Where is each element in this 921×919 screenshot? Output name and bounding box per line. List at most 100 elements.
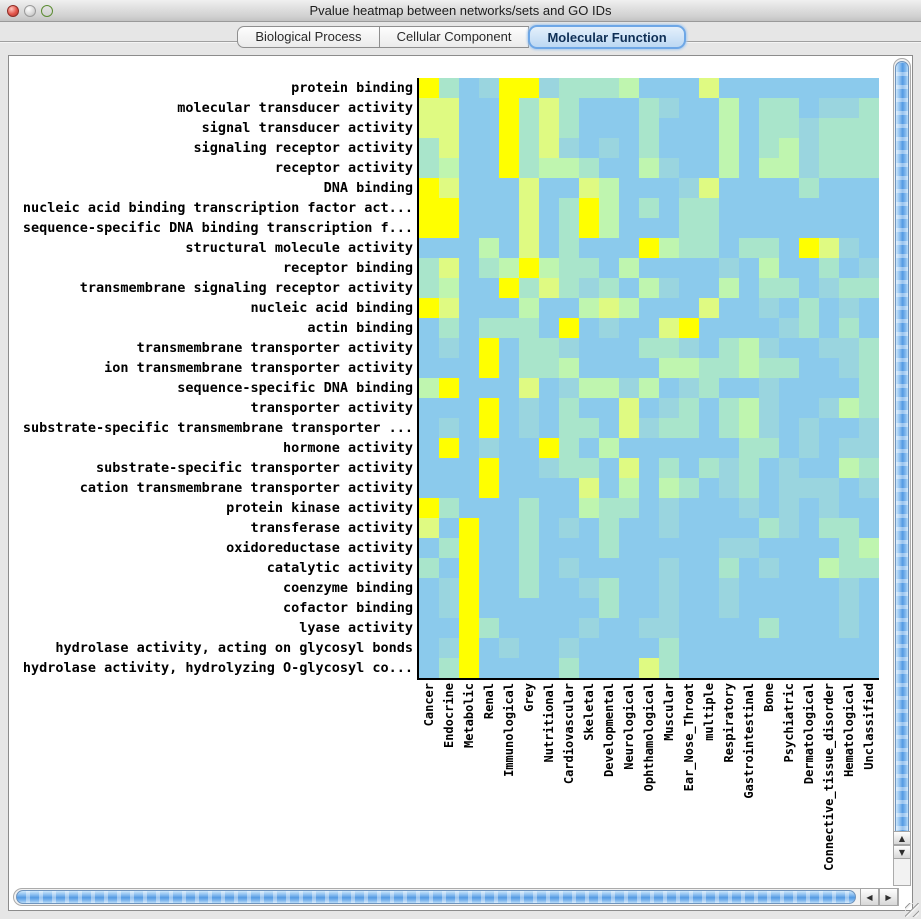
heatmap-cell (859, 458, 879, 478)
heatmap-cell (779, 218, 799, 238)
heatmap-cell (519, 578, 539, 598)
heatmap-cell (759, 378, 779, 398)
horizontal-scrollbar-thumb[interactable] (16, 890, 856, 904)
heatmap-cell (859, 98, 879, 118)
heatmap-cell (859, 318, 879, 338)
heatmap-cell (779, 558, 799, 578)
heatmap-cell (579, 338, 599, 358)
heatmap-cell (599, 338, 619, 358)
minimize-button[interactable] (24, 5, 36, 17)
heatmap-cell (799, 198, 819, 218)
heatmap-cell (479, 238, 499, 258)
heatmap-cell (439, 478, 459, 498)
resize-grip[interactable] (905, 903, 919, 917)
heatmap-cell (679, 238, 699, 258)
heatmap-cell (659, 418, 679, 438)
heatmap-cell (799, 98, 819, 118)
row-label: coenzyme binding (282, 580, 413, 596)
tab-molecular-function[interactable]: Molecular Function (528, 25, 686, 49)
heatmap-cell (799, 258, 819, 278)
heatmap-cell (579, 478, 599, 498)
heatmap-cell (499, 658, 519, 678)
heatmap-cell (579, 618, 599, 638)
heatmap-cell (859, 138, 879, 158)
heatmap-cell (859, 278, 879, 298)
vertical-scrollbar-thumb[interactable] (895, 61, 909, 853)
heatmap-cell (719, 458, 739, 478)
heatmap-cell (519, 418, 539, 438)
maximize-button[interactable] (41, 5, 53, 17)
heatmap-cell (499, 458, 519, 478)
heatmap-cell (799, 398, 819, 418)
heatmap-cell (579, 518, 599, 538)
heatmap-cell (499, 318, 519, 338)
heatmap-cell (499, 198, 519, 218)
heatmap-cell (499, 138, 519, 158)
heatmap-cell (719, 658, 739, 678)
heatmap-cell (419, 398, 439, 418)
heatmap-cell (639, 178, 659, 198)
tab-bar: Biological Process Cellular Component Mo… (0, 25, 921, 49)
heatmap-cell (679, 158, 699, 178)
row-label: catalytic activity (266, 560, 413, 576)
heatmap-cell (679, 318, 699, 338)
heatmap-cell (419, 538, 439, 558)
heatmap-cell (579, 218, 599, 238)
scroll-right-button[interactable]: ▶ (879, 888, 898, 906)
heatmap-cell (739, 498, 759, 518)
heatmap-cell (699, 258, 719, 278)
heatmap-cell (739, 258, 759, 278)
heatmap-cell (439, 378, 459, 398)
heatmap-cell (559, 418, 579, 438)
heatmap-cell (619, 458, 639, 478)
heatmap-cell (619, 198, 639, 218)
heatmap-cell (779, 438, 799, 458)
heatmap-cell (739, 218, 759, 238)
heatmap-cell (679, 518, 699, 538)
heatmap-cell (839, 278, 859, 298)
heatmap-cell (819, 338, 839, 358)
heatmap-cell (759, 418, 779, 438)
heatmap-cell (479, 98, 499, 118)
heatmap-cell (499, 178, 519, 198)
heatmap-cell (799, 78, 819, 98)
heatmap-cell (599, 378, 619, 398)
heatmap-cell (839, 298, 859, 318)
heatmap-cell (419, 558, 439, 578)
heatmap-cell (559, 238, 579, 258)
heatmap-cell (719, 238, 739, 258)
heatmap-cell (819, 638, 839, 658)
heatmap-cell (799, 498, 819, 518)
heatmap-cell (619, 298, 639, 318)
heatmap-cell (799, 118, 819, 138)
row-label: hydrolase activity, acting on glycosyl b… (55, 640, 413, 656)
heatmap-cell (779, 198, 799, 218)
heatmap-cell (519, 458, 539, 478)
vertical-scrollbar[interactable]: ▲ ▼ (893, 58, 911, 886)
heatmap-cell (559, 558, 579, 578)
close-button[interactable] (7, 5, 19, 17)
horizontal-scrollbar[interactable]: ◀ ▶ (13, 888, 899, 906)
heatmap-cell (519, 378, 539, 398)
heatmap-cell (499, 598, 519, 618)
heatmap-cell (819, 78, 839, 98)
heatmap-cell (519, 198, 539, 218)
tab-cellular-component[interactable]: Cellular Component (379, 26, 530, 48)
heatmap-cell (439, 458, 459, 478)
heatmap-cell (679, 498, 699, 518)
heatmap-cell (599, 658, 619, 678)
heatmap-cell (839, 438, 859, 458)
heatmap-cell (739, 418, 759, 438)
tab-biological-process[interactable]: Biological Process (237, 26, 380, 48)
heatmap-cell (599, 298, 619, 318)
scroll-left-button[interactable]: ◀ (860, 888, 879, 906)
heatmap-cell (719, 398, 739, 418)
heatmap-cell (719, 578, 739, 598)
heatmap-cell (779, 298, 799, 318)
heatmap-cell (559, 338, 579, 358)
heatmap-cell (719, 518, 739, 538)
scroll-down-button[interactable]: ▼ (893, 845, 911, 859)
heatmap-cell (479, 458, 499, 478)
heatmap-cell (699, 418, 719, 438)
scroll-up-button[interactable]: ▲ (893, 831, 911, 845)
